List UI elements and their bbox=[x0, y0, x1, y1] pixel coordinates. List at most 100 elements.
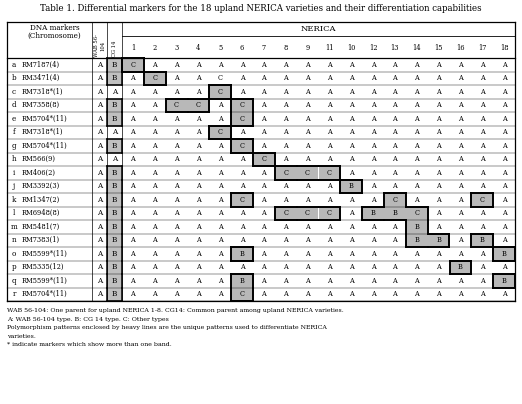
Text: A: A bbox=[371, 250, 375, 258]
Bar bbox=[107, 58, 122, 72]
Text: A: A bbox=[283, 128, 288, 136]
Text: b: b bbox=[11, 74, 16, 82]
Text: A: A bbox=[480, 155, 484, 163]
Text: A: A bbox=[436, 88, 441, 96]
Text: A: A bbox=[240, 155, 244, 163]
Text: A: A bbox=[196, 196, 201, 204]
Text: varieties.: varieties. bbox=[7, 333, 36, 339]
Text: C: C bbox=[196, 101, 201, 109]
Text: A: A bbox=[152, 290, 157, 298]
Text: d: d bbox=[11, 101, 16, 109]
Text: B: B bbox=[112, 223, 117, 231]
Text: A: A bbox=[349, 209, 353, 217]
Text: A: A bbox=[458, 74, 463, 82]
Text: A: A bbox=[458, 128, 463, 136]
Text: A: A bbox=[371, 128, 375, 136]
Text: A: A bbox=[414, 88, 419, 96]
Text: A: A bbox=[502, 61, 506, 69]
Text: A: A bbox=[480, 277, 484, 285]
Bar bbox=[471, 234, 493, 247]
Text: A: A bbox=[436, 223, 441, 231]
Text: A: A bbox=[174, 61, 179, 69]
Text: A: A bbox=[414, 155, 419, 163]
Bar bbox=[144, 72, 165, 85]
Text: A: A bbox=[305, 182, 310, 190]
Text: B: B bbox=[502, 250, 506, 258]
Bar bbox=[107, 193, 122, 206]
Bar bbox=[107, 179, 122, 193]
Bar bbox=[165, 99, 187, 112]
Text: A: A bbox=[480, 101, 484, 109]
Text: A: A bbox=[414, 142, 419, 150]
Text: A: A bbox=[218, 101, 222, 109]
Text: A: A bbox=[97, 290, 102, 298]
Text: C: C bbox=[174, 101, 179, 109]
Text: A: A bbox=[436, 115, 441, 123]
Bar bbox=[449, 261, 471, 274]
Text: A: A bbox=[327, 277, 332, 285]
Text: A: A bbox=[174, 169, 179, 177]
Text: j: j bbox=[13, 182, 15, 190]
Text: A: A bbox=[218, 209, 222, 217]
Text: A: A bbox=[349, 236, 353, 244]
Text: A: A bbox=[218, 263, 222, 271]
Text: A: A bbox=[327, 155, 332, 163]
Text: RM3392(3): RM3392(3) bbox=[22, 182, 60, 190]
Text: A: A bbox=[152, 277, 157, 285]
Text: A: A bbox=[283, 277, 288, 285]
Text: A: A bbox=[502, 155, 506, 163]
Text: A: A bbox=[174, 115, 179, 123]
Text: B: B bbox=[371, 209, 375, 217]
Text: A: A bbox=[349, 250, 353, 258]
Text: A: A bbox=[502, 88, 506, 96]
Text: A: A bbox=[218, 290, 222, 298]
Text: A: A bbox=[458, 209, 463, 217]
Text: A: A bbox=[502, 223, 506, 231]
Text: A: A bbox=[305, 115, 310, 123]
Text: A: A bbox=[349, 74, 353, 82]
Text: A: A bbox=[414, 128, 419, 136]
Text: B: B bbox=[414, 223, 419, 231]
Text: A: A bbox=[240, 263, 244, 271]
Text: A: A bbox=[130, 142, 135, 150]
Text: A: A bbox=[371, 115, 375, 123]
Text: A: A bbox=[305, 277, 310, 285]
Text: A: A bbox=[327, 74, 332, 82]
Text: RM5704*(11): RM5704*(11) bbox=[22, 290, 68, 298]
Text: A: A bbox=[393, 115, 397, 123]
Text: C: C bbox=[393, 196, 397, 204]
Text: B: B bbox=[112, 277, 117, 285]
Text: A: A bbox=[414, 196, 419, 204]
Text: 13: 13 bbox=[390, 44, 399, 52]
Text: A: A bbox=[480, 74, 484, 82]
Text: A: A bbox=[97, 101, 102, 109]
Text: B: B bbox=[112, 250, 117, 258]
Text: c: c bbox=[12, 88, 16, 96]
Text: 6: 6 bbox=[240, 44, 244, 52]
Text: A: A bbox=[458, 115, 463, 123]
Text: k: k bbox=[12, 196, 16, 204]
Text: A: A bbox=[196, 155, 201, 163]
Text: A: A bbox=[414, 61, 419, 69]
Text: A: A bbox=[240, 182, 244, 190]
Text: B: B bbox=[436, 236, 441, 244]
Text: A: A bbox=[414, 277, 419, 285]
Text: 11: 11 bbox=[325, 44, 334, 52]
Bar bbox=[362, 206, 384, 220]
Text: A: A bbox=[97, 236, 102, 244]
Text: RM1347(2): RM1347(2) bbox=[22, 196, 60, 204]
Bar bbox=[107, 288, 122, 301]
Bar bbox=[107, 112, 122, 126]
Text: A: A bbox=[305, 88, 310, 96]
Text: C: C bbox=[283, 209, 288, 217]
Text: A: A bbox=[262, 223, 266, 231]
Text: C: C bbox=[240, 290, 245, 298]
Text: A: A bbox=[283, 182, 288, 190]
Text: A: A bbox=[97, 196, 102, 204]
Bar bbox=[107, 99, 122, 112]
Text: A: A bbox=[130, 101, 135, 109]
Text: A: A bbox=[327, 250, 332, 258]
Text: A: A bbox=[371, 263, 375, 271]
Text: A: WAB 56-104 type. B: CG 14 type. C: Other types: A: WAB 56-104 type. B: CG 14 type. C: Ot… bbox=[7, 316, 169, 322]
Bar bbox=[107, 72, 122, 85]
